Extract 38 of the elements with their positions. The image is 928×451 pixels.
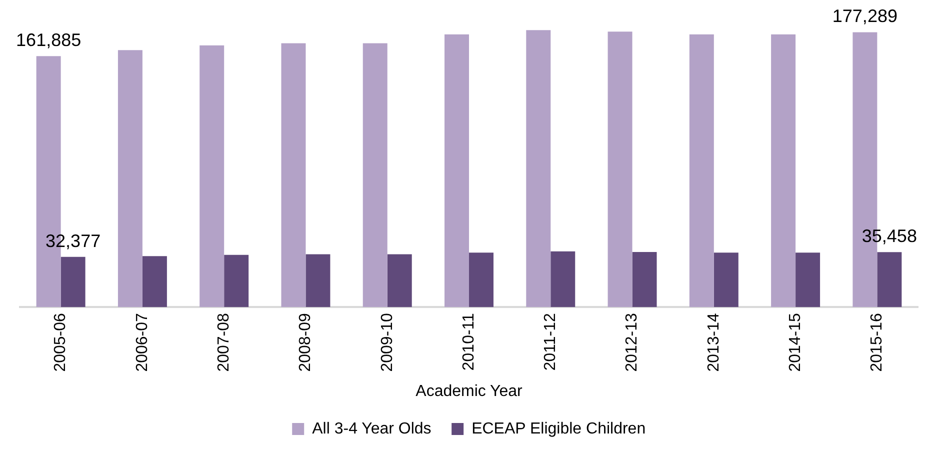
data-label: 35,458	[862, 226, 917, 246]
data-label: 177,289	[832, 6, 898, 26]
x-tick-label: 2010-11	[460, 312, 478, 371]
bar	[444, 34, 469, 308]
x-tick-label: 2005-06	[52, 312, 70, 372]
bar	[608, 32, 632, 308]
x-tick-label: 2011-12	[542, 312, 560, 371]
bar	[469, 252, 494, 308]
data-label: 161,885	[16, 30, 82, 50]
bar	[281, 43, 306, 308]
bar	[60, 256, 86, 308]
x-tick-label: 2012-13	[624, 312, 641, 372]
bar	[796, 252, 820, 308]
x-tick-label: 2009-10	[378, 312, 396, 372]
legend-label: ECEAP Eligible Children	[472, 420, 646, 438]
bar	[689, 34, 714, 308]
bar	[877, 252, 902, 308]
bar	[550, 251, 576, 308]
x-axis-title: Academic Year	[416, 382, 524, 400]
bar	[200, 45, 224, 308]
bar	[771, 34, 796, 308]
bar	[714, 252, 738, 308]
data-label: 32,377	[46, 230, 101, 251]
bar	[118, 50, 142, 308]
bar	[526, 30, 551, 308]
bar	[362, 43, 388, 308]
x-tick-label: 2006-07	[134, 312, 151, 372]
x-tick-label: 2014-15	[786, 312, 804, 372]
legend-label: All 3-4 Year Olds	[312, 420, 432, 438]
x-tick-label: 2013-14	[705, 312, 722, 372]
bar	[142, 256, 167, 308]
x-tick-label: 2007-08	[215, 312, 232, 372]
bar	[632, 252, 657, 308]
bar	[306, 254, 330, 308]
x-tick-label: 2008-09	[297, 312, 314, 372]
x-tick-label: 2015-16	[868, 312, 886, 372]
bar	[224, 254, 249, 308]
bar	[387, 254, 412, 308]
